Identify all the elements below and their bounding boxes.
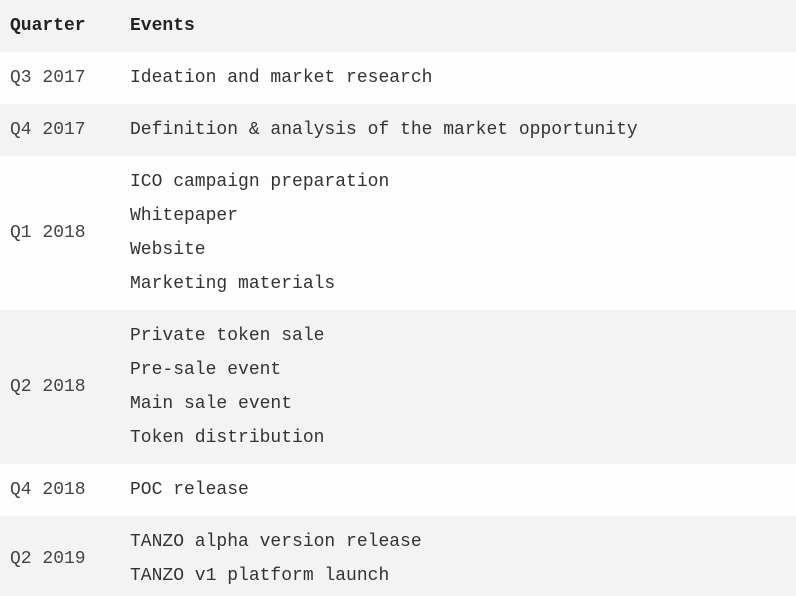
events-cell: TANZO alpha version release TANZO v1 pla…: [120, 516, 796, 596]
event-item: POC release: [130, 480, 249, 500]
event-item: Token distribution: [130, 428, 325, 448]
events-cell: POC release: [120, 464, 796, 516]
header-quarter: Quarter: [0, 0, 120, 52]
event-item: Ideation and market research: [130, 68, 433, 88]
event-item: Definition & analysis of the market oppo…: [130, 120, 638, 140]
events-cell: Ideation and market research: [120, 52, 796, 104]
table-row: Q4 2018 POC release: [0, 464, 796, 516]
event-item: ICO campaign preparation: [130, 172, 390, 192]
events-cell: Private token sale Pre-sale event Main s…: [120, 310, 796, 464]
header-events: Events: [120, 0, 796, 52]
quarter-cell: Q4 2018: [0, 464, 120, 516]
table-row: Q3 2017 Ideation and market research: [0, 52, 796, 104]
table-row: Q1 2018 ICO campaign preparation Whitepa…: [0, 156, 796, 310]
table-row: Q2 2019 TANZO alpha version release TANZ…: [0, 516, 796, 596]
events-cell: ICO campaign preparation Whitepaper Webs…: [120, 156, 796, 310]
quarter-cell: Q2 2019: [0, 516, 120, 596]
event-item: TANZO v1 platform launch: [130, 566, 390, 586]
event-item: Whitepaper: [130, 206, 239, 226]
quarter-cell: Q1 2018: [0, 156, 120, 310]
quarter-cell: Q3 2017: [0, 52, 120, 104]
table-row: Q4 2017 Definition & analysis of the mar…: [0, 104, 796, 156]
quarter-cell: Q2 2018: [0, 310, 120, 464]
events-cell: Definition & analysis of the market oppo…: [120, 104, 796, 156]
header-row: Quarter Events: [0, 0, 796, 52]
event-item: Pre-sale event: [130, 360, 282, 380]
quarter-cell: Q4 2017: [0, 104, 120, 156]
event-item: TANZO alpha version release: [130, 532, 422, 552]
event-item: Website: [130, 240, 206, 260]
event-item: Private token sale: [130, 326, 325, 346]
table-row: Q2 2018 Private token sale Pre-sale even…: [0, 310, 796, 464]
event-item: Main sale event: [130, 394, 293, 414]
event-item: Marketing materials: [130, 274, 336, 294]
